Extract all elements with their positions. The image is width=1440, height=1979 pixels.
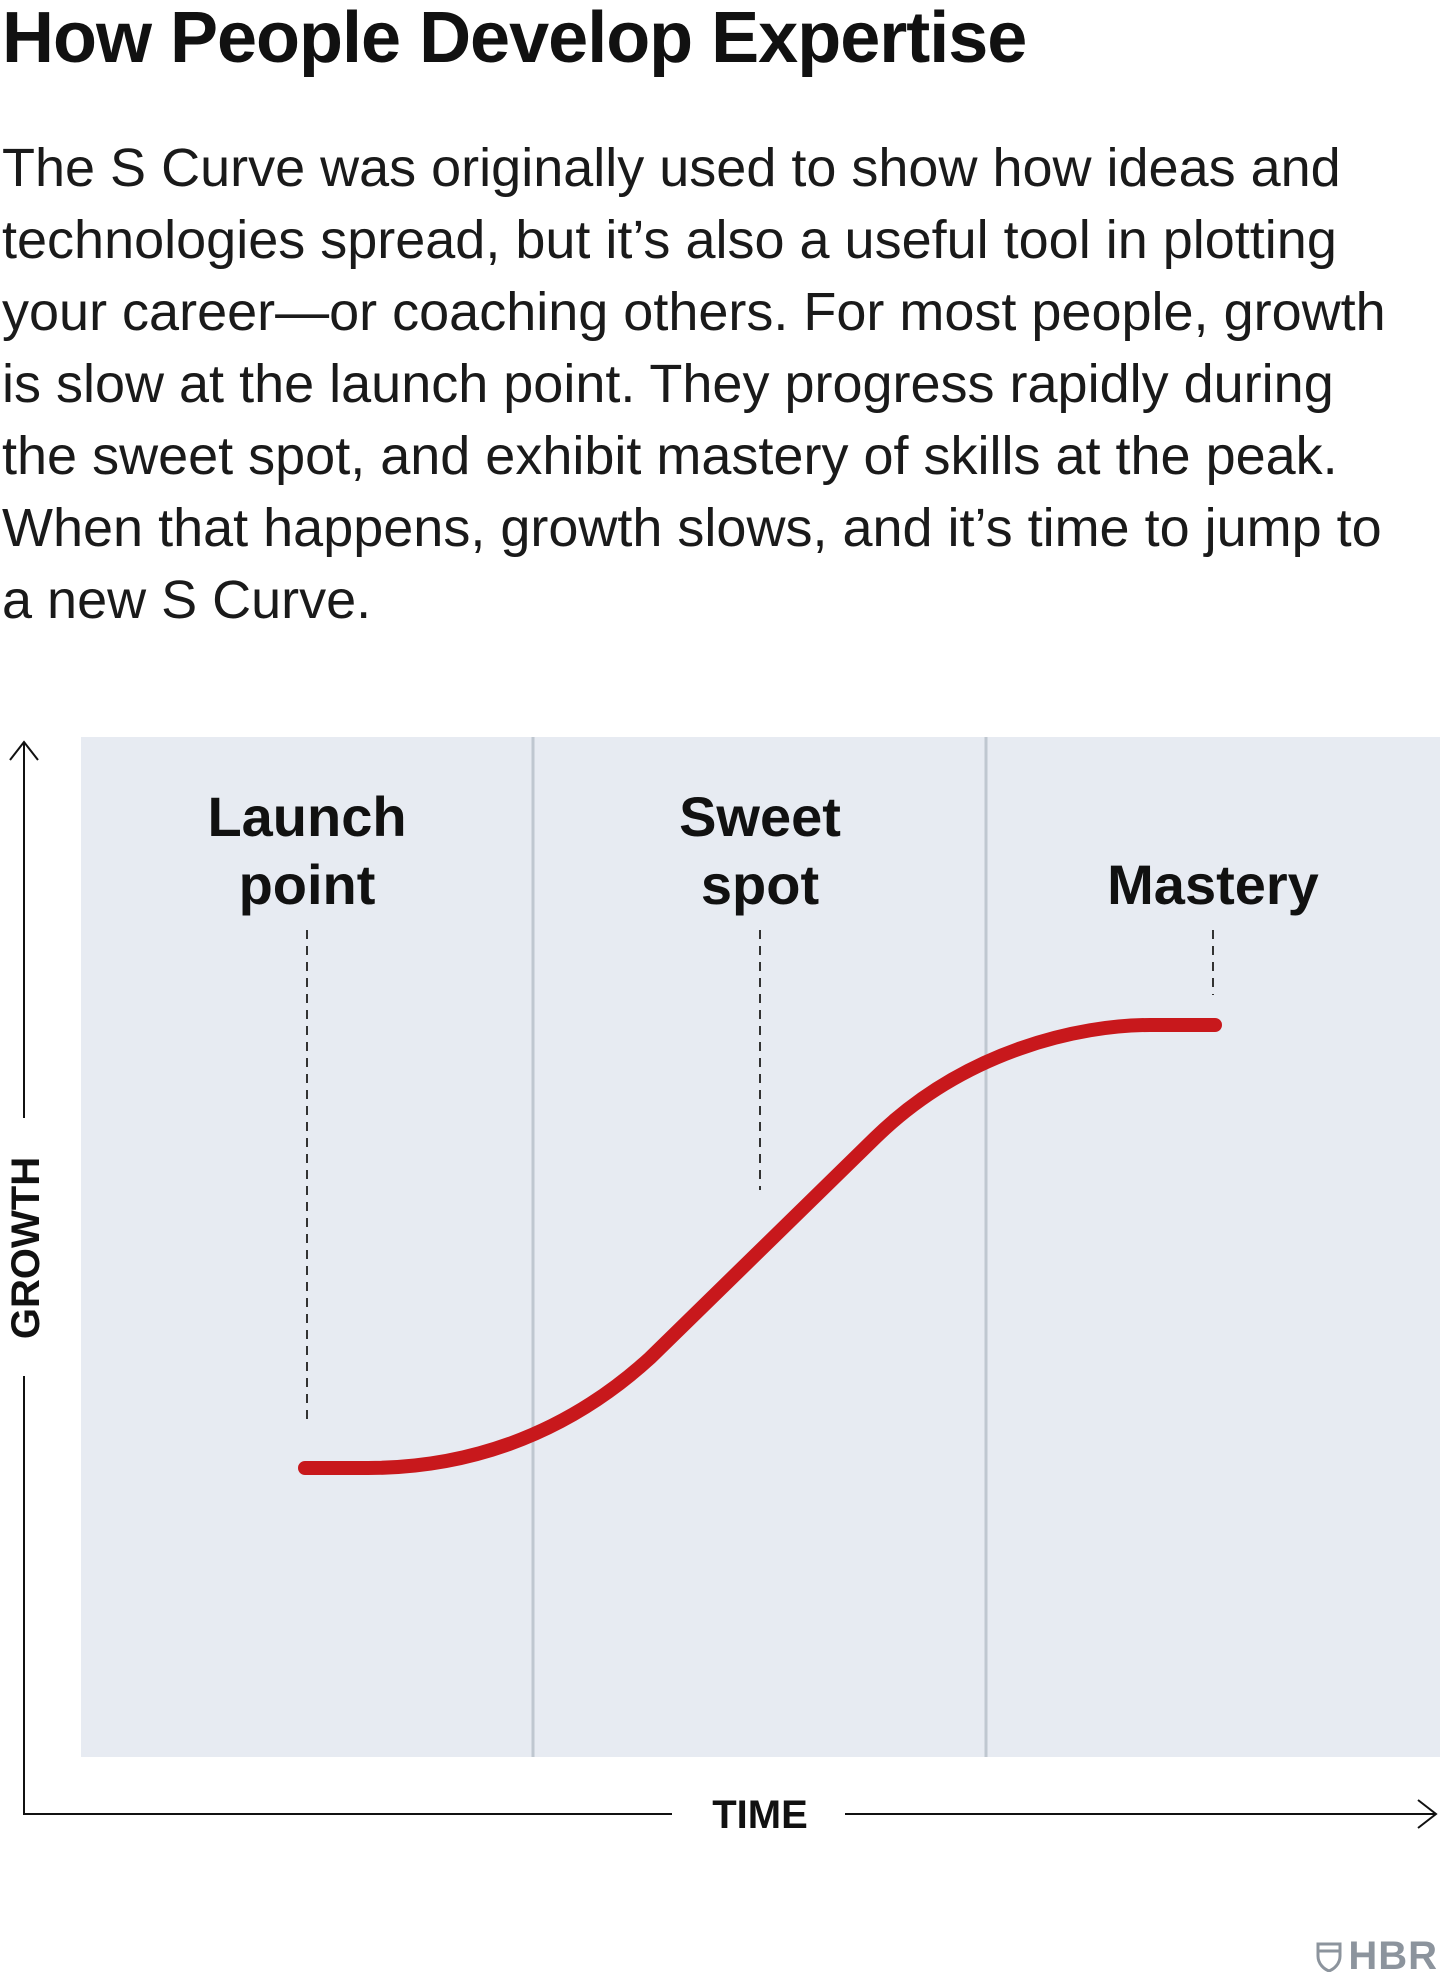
y-axis-arrow-icon — [9, 740, 39, 761]
brand-text: HBR — [1348, 1934, 1438, 1978]
stage-label-mastery: Mastery — [1107, 853, 1319, 916]
intro-paragraph: The S Curve was originally used to show … — [2, 138, 1386, 630]
x-axis-label: TIME — [712, 1793, 808, 1837]
y-axis-label: GROWTH — [4, 1157, 48, 1339]
x-axis-arrow-icon — [1417, 1799, 1438, 1829]
stage-label-launch-line2: point — [239, 853, 376, 916]
s-curve — [298, 1018, 1222, 1475]
stage-label-sweet-line2: spot — [701, 853, 819, 916]
s-curve-diagram: Launch point Sweet spot Mastery GROWTH T… — [4, 737, 1440, 1837]
hbr-logo: HBR — [1316, 1934, 1438, 1979]
page-title: How People Develop Expertise — [2, 0, 1027, 78]
shield-icon — [1316, 1942, 1342, 1972]
stage-label-launch-line1: Launch — [207, 785, 406, 848]
stage-label-sweet-line1: Sweet — [679, 785, 841, 848]
